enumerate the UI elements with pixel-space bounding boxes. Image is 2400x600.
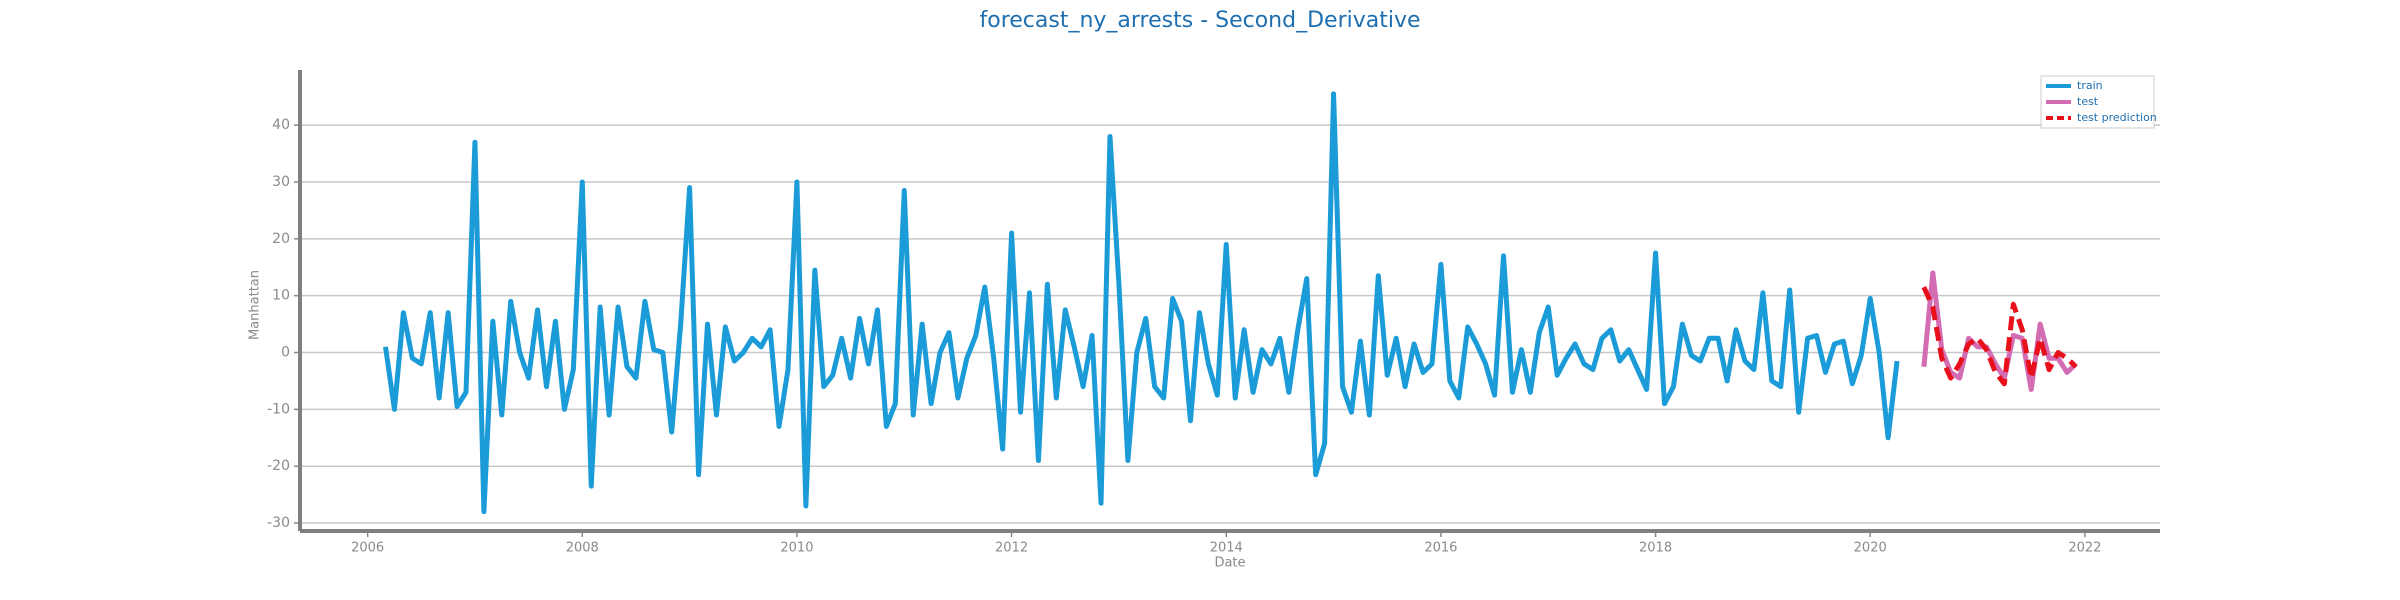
x-tick-label: 2014: [1210, 541, 1243, 556]
y-tick-label: -20: [267, 458, 290, 474]
y-tick-label: -10: [267, 401, 290, 417]
x-tick-label: 2022: [2068, 541, 2101, 556]
legend: train test test prediction: [2040, 75, 2157, 129]
x-tick-label: 2006: [351, 541, 384, 556]
x-tick-label: 2010: [780, 541, 813, 556]
legend-label: test: [2077, 95, 2099, 108]
x-tick-label: 2008: [566, 541, 599, 556]
y-tick-label: 10: [272, 288, 290, 304]
y-tick-label: 20: [272, 231, 290, 247]
x-tick-label: 2018: [1639, 541, 1672, 556]
series-line: [383, 91, 1900, 515]
series-line: [1921, 286, 2078, 387]
y-tick-label: 0: [281, 345, 290, 361]
x-tick-label: 2020: [1854, 541, 1887, 556]
series-line: [1921, 270, 2078, 392]
legend-label: train: [2077, 79, 2103, 92]
chart-title: forecast_ny_arrests - Second_Derivative: [979, 8, 1420, 33]
y-axis-label: Manhattan: [248, 270, 263, 340]
y-tick-label: 40: [272, 117, 290, 133]
x-tick-label: 2016: [1424, 541, 1457, 556]
x-tick-label: 2012: [995, 541, 1028, 556]
x-axis-label: Date: [1214, 556, 1245, 571]
y-tick-label: -30: [267, 515, 290, 531]
y-tick-label: 30: [272, 174, 290, 190]
legend-label: test prediction: [2077, 111, 2157, 124]
